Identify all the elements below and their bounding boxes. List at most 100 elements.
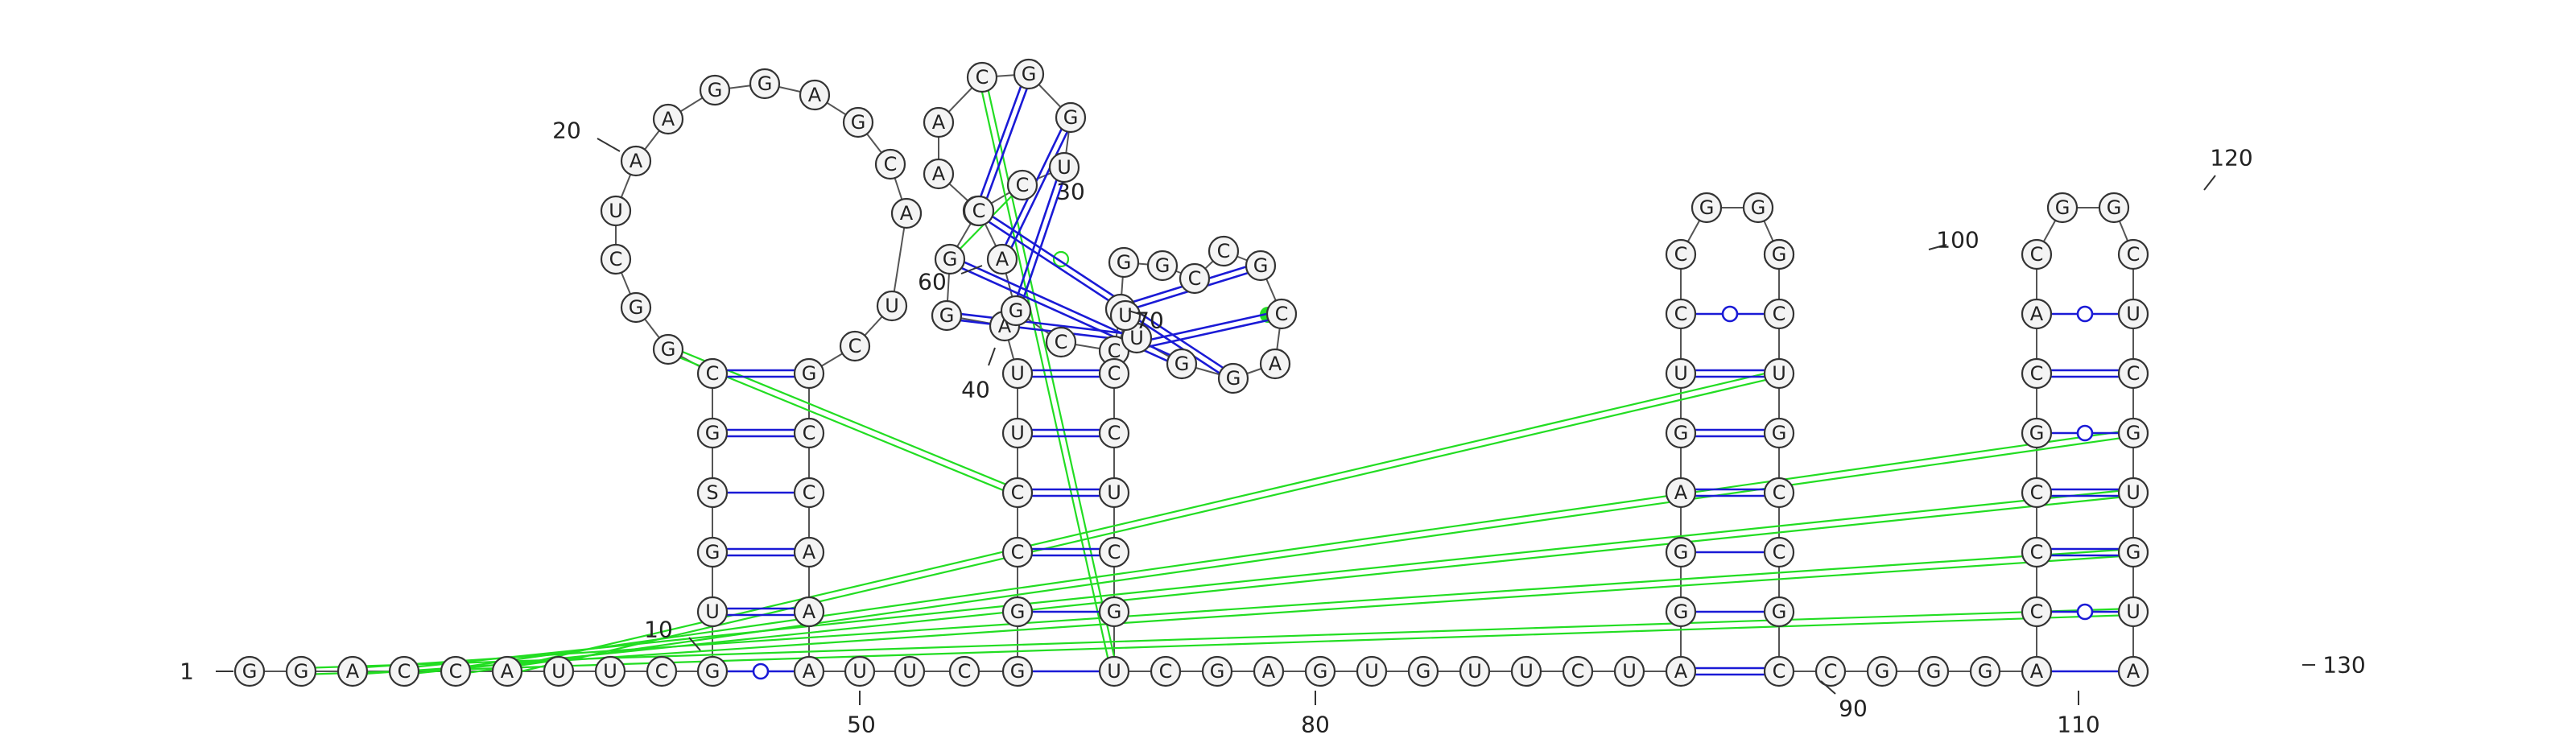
nucleotide-circle <box>1265 298 1298 330</box>
nucleotide-letter: G <box>1010 600 1026 623</box>
nucleotide-letter: G <box>2126 541 2141 563</box>
nucleotide: G <box>2046 192 2079 224</box>
nucleotide: C <box>1001 536 1034 568</box>
nucleotide: G <box>842 106 874 138</box>
nucleotide: A <box>1253 655 1285 687</box>
nucleotide-letter: A <box>2030 660 2044 683</box>
nucleotide-letter: G <box>705 541 720 563</box>
nucleotide: C <box>1098 536 1130 568</box>
nucleotide-circle <box>1763 596 1795 628</box>
nucleotide: U <box>1098 655 1130 687</box>
nucleotide: G <box>1001 596 1034 628</box>
nucleotide-circle <box>1001 596 1034 628</box>
nucleotide-letter: C <box>398 660 411 683</box>
nucleotide-letter: C <box>1674 303 1688 325</box>
nucleotide-circle <box>696 477 729 509</box>
position-label: 10 <box>644 617 673 643</box>
nucleotide-letter: A <box>996 248 1009 270</box>
nucleotide: G <box>696 655 729 687</box>
nucleotide: C <box>1562 655 1594 687</box>
nucleotide: U <box>894 655 926 687</box>
nucleotide-letter: U <box>1519 660 1534 683</box>
nucleotide: C <box>1208 235 1240 267</box>
nucleotide-letter: G <box>1210 660 1225 683</box>
nucleotide-letter: G <box>629 296 644 319</box>
nucleotide-circle <box>1459 655 1491 687</box>
nucleotide-letter: U <box>603 660 617 683</box>
nucleotide-circle <box>793 596 825 628</box>
nucleotide-letter: G <box>1978 660 1993 683</box>
position-tick <box>1820 680 1836 695</box>
pseudoknot-interaction <box>404 494 2134 676</box>
nucleotide-circle <box>491 655 523 687</box>
nucleotide-circle <box>620 145 652 177</box>
nucleotide: C <box>839 330 871 362</box>
nucleotide-letter: G <box>661 338 676 361</box>
nucleotide: G <box>2117 536 2149 568</box>
nucleotide-circle <box>696 536 729 568</box>
nucleotide-letter: C <box>1217 240 1231 262</box>
nucleotide: C <box>2021 357 2053 390</box>
nucleotide-letter: G <box>1772 422 1787 444</box>
nucleotide: G <box>620 291 652 324</box>
nucleotide-circle <box>696 357 729 390</box>
nucleotide: G <box>1146 250 1179 282</box>
nucleotide-letter: C <box>1108 340 1121 362</box>
nucleotide: C <box>793 417 825 449</box>
nucleotide-circle <box>1201 655 1233 687</box>
nucleotide: C <box>2117 238 2149 270</box>
nucleotide-letter: C <box>2127 243 2140 266</box>
nucleotide: U <box>1048 151 1080 184</box>
position-label: 110 <box>2057 712 2099 738</box>
nucleotide-letter: U <box>1010 422 1025 444</box>
nucleotide-letter: A <box>1262 660 1276 683</box>
nucleotide-circle <box>1918 655 1950 687</box>
nucleotide-letter: C <box>1108 362 1121 385</box>
nucleotide-letter: G <box>1253 254 1269 277</box>
nucleotide: A <box>2117 655 2149 687</box>
nucleotide-circle <box>2117 536 2149 568</box>
nucleotide-circle <box>1001 477 1034 509</box>
nucleotide-letter: G <box>705 422 720 444</box>
gu-wobble-marker <box>2076 305 2094 323</box>
nucleotide-letter: C <box>1824 660 1838 683</box>
nucleotide: C <box>2021 477 2053 509</box>
nucleotide-circle <box>844 655 876 687</box>
nucleotide: A <box>986 243 1018 275</box>
nucleotide: C <box>1001 477 1034 509</box>
position-label: 40 <box>961 377 990 403</box>
nucleotide-circle <box>1665 417 1697 449</box>
nucleotide-circle <box>2098 192 2130 224</box>
nucleotide-letter: C <box>1773 541 1786 563</box>
nucleotide: A <box>2021 298 2053 330</box>
position-tick <box>960 265 983 274</box>
nucleotide-letter: C <box>1108 422 1121 444</box>
gu-wobble-marker <box>2076 603 2094 621</box>
nucleotide-circle <box>2117 655 2149 687</box>
position-tick <box>1128 310 1146 316</box>
nucleotide: C <box>1098 417 1130 449</box>
nucleotide-circle <box>1562 655 1594 687</box>
nucleotide: G <box>1055 101 1087 134</box>
position-label: 80 <box>1301 712 1330 738</box>
nucleotide-letter: A <box>1674 481 1688 504</box>
pseudoknot-interaction <box>455 428 2133 670</box>
nucleotide-circle <box>2117 596 2149 628</box>
nucleotide-circle <box>986 243 1018 275</box>
pseudoknot-interactions <box>300 76 2134 676</box>
nucleotide-letter: G <box>2126 422 2141 444</box>
nucleotide: C <box>1006 169 1038 201</box>
nucleotide: A <box>336 655 369 687</box>
nucleotide: U <box>1665 357 1697 390</box>
nucleotide: G <box>1245 250 1277 282</box>
pseudoknot-interaction <box>984 76 1118 671</box>
nucleotide-letter: C <box>2127 362 2140 385</box>
nucleotide-letter: C <box>976 66 989 89</box>
nucleotide-circle <box>696 417 729 449</box>
nucleotide: C <box>1098 335 1130 367</box>
nucleotide-letter: G <box>708 79 723 101</box>
nucleotide: C <box>646 655 678 687</box>
nucleotide-circle <box>285 655 317 687</box>
nucleotide-letter: C <box>884 153 898 175</box>
